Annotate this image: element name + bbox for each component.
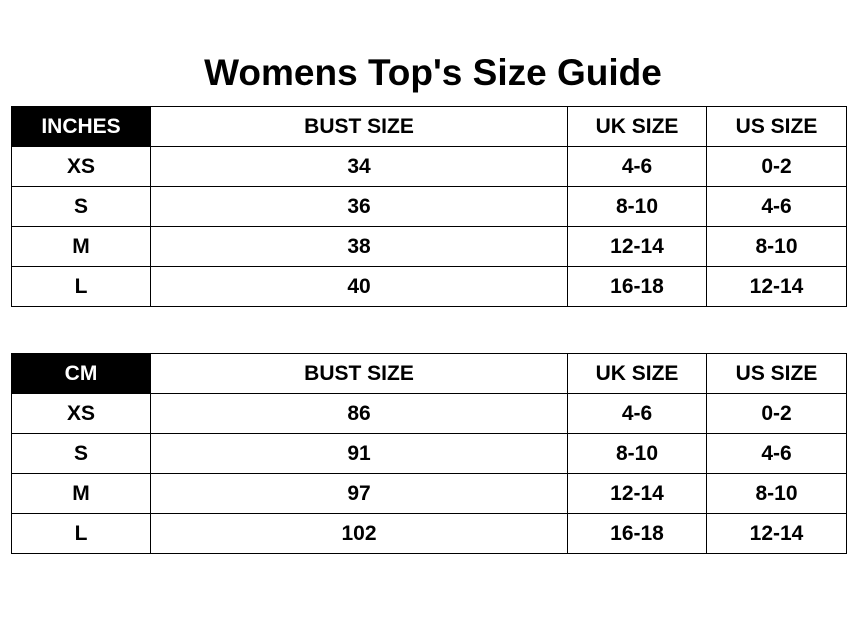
column-header: BUST SIZE: [150, 353, 568, 394]
table-cell: 16-18: [567, 513, 707, 554]
header-row: INCHES BUST SIZE UK SIZE US SIZE: [11, 106, 847, 147]
table-cell: 4-6: [567, 393, 707, 434]
table-cell: 8-10: [706, 473, 847, 514]
column-header: UK SIZE: [567, 106, 707, 147]
table-cell: L: [11, 266, 151, 307]
table-row: XS 86 4-6 0-2: [11, 393, 847, 434]
table-row: M 38 12-14 8-10: [11, 226, 847, 267]
size-table-cm: CM BUST SIZE UK SIZE US SIZE XS 86 4-6 0-2 S 91 8-…: [11, 353, 847, 554]
table-cell: 8-10: [567, 433, 707, 474]
table-cell: 12-14: [706, 266, 847, 307]
table-cell: 4-6: [567, 146, 707, 187]
table-cell: 0-2: [706, 393, 847, 434]
table-cell: M: [11, 473, 151, 514]
table-cell: 4-6: [706, 186, 847, 227]
table-cell: XS: [11, 146, 151, 187]
table-cell: 8-10: [567, 186, 707, 227]
table-row: XS 34 4-6 0-2: [11, 146, 847, 187]
column-header: INCHES: [11, 106, 151, 147]
table-cell: S: [11, 186, 151, 227]
table-cell: S: [11, 433, 151, 474]
table-cell: 16-18: [567, 266, 707, 307]
table-row: S 91 8-10 4-6: [11, 433, 847, 474]
table-cell: 38: [150, 226, 568, 267]
table-row: L 40 16-18 12-14: [11, 266, 847, 307]
table-cell: 40: [150, 266, 568, 307]
table-cell: 4-6: [706, 433, 847, 474]
column-header: US SIZE: [706, 353, 847, 394]
table-cell: 36: [150, 186, 568, 227]
table-cell: 12-14: [567, 473, 707, 514]
table-row: S 36 8-10 4-6: [11, 186, 847, 227]
column-header: CM: [11, 353, 151, 394]
column-header: BUST SIZE: [150, 106, 568, 147]
table-row: L 102 16-18 12-14: [11, 513, 847, 554]
column-header: US SIZE: [706, 106, 847, 147]
table-cell: 0-2: [706, 146, 847, 187]
table-row: M 97 12-14 8-10: [11, 473, 847, 514]
table-cell: 97: [150, 473, 568, 514]
table-cell: 86: [150, 393, 568, 434]
table-cell: 12-14: [706, 513, 847, 554]
table-cell: 8-10: [706, 226, 847, 267]
page-title: Womens Top's Size Guide: [204, 52, 662, 93]
header-row: CM BUST SIZE UK SIZE US SIZE: [11, 353, 847, 394]
table-cell: M: [11, 226, 151, 267]
table-cell: XS: [11, 393, 151, 434]
size-table-inches: INCHES BUST SIZE UK SIZE US SIZE XS 34 4-6 0-2 S…: [11, 106, 847, 307]
table-cell: L: [11, 513, 151, 554]
table-cell: 102: [150, 513, 568, 554]
table-cell: 91: [150, 433, 568, 474]
table-cell: 12-14: [567, 226, 707, 267]
column-header: UK SIZE: [567, 353, 707, 394]
table-cell: 34: [150, 146, 568, 187]
